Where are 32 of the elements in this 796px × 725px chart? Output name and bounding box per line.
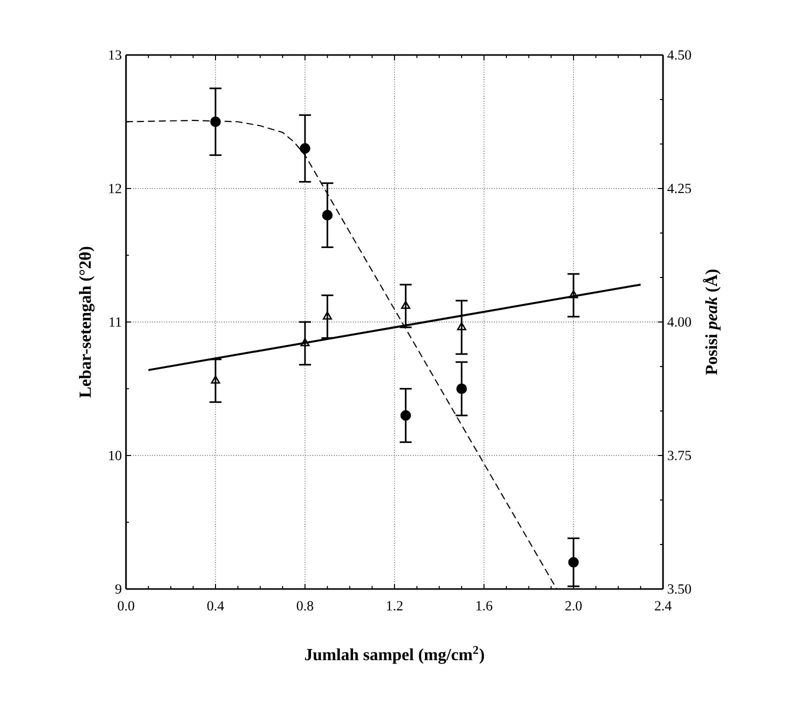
y-tick-label: 10 [109,450,122,460]
point [457,322,466,330]
point [400,410,411,421]
y2-axis-title: Posisi peak (Å) [702,270,721,375]
x-tick-label: 0.4 [207,601,224,611]
y2-tick-label: 3.75 [668,450,691,460]
point [300,143,310,154]
y-tick-label: 11 [110,317,122,327]
x-tick-label: 2.4 [654,601,672,611]
x-tick-label: 0.0 [118,601,134,611]
y-tick-label: 9 [115,584,122,594]
y-axis-title: Lebar-setengah (°2θ) [78,246,94,398]
point [210,376,220,384]
point [322,311,332,320]
point [568,290,578,298]
y2-tick-label: 4.00 [667,317,691,327]
point [456,383,467,394]
y2-tick-label: 4.25 [667,184,691,194]
x-tick-label: 1.6 [476,601,492,611]
point [210,116,221,128]
y-tick-label: 12 [109,184,122,194]
point [322,210,333,220]
point [300,338,310,346]
y2-tick-label: 4.50 [667,50,691,60]
point [401,300,410,309]
x-tick-label: 1.2 [387,601,402,611]
x-axis-title: Jumlah sampel (mg/cm$^{2}$) [305,646,484,664]
y-tick-label: 13 [109,50,122,60]
y2-tick-label: 3.50 [668,584,691,594]
x-tick-label: 0.8 [296,601,314,611]
x-tick-label: 2.0 [565,601,582,611]
point [568,557,579,568]
